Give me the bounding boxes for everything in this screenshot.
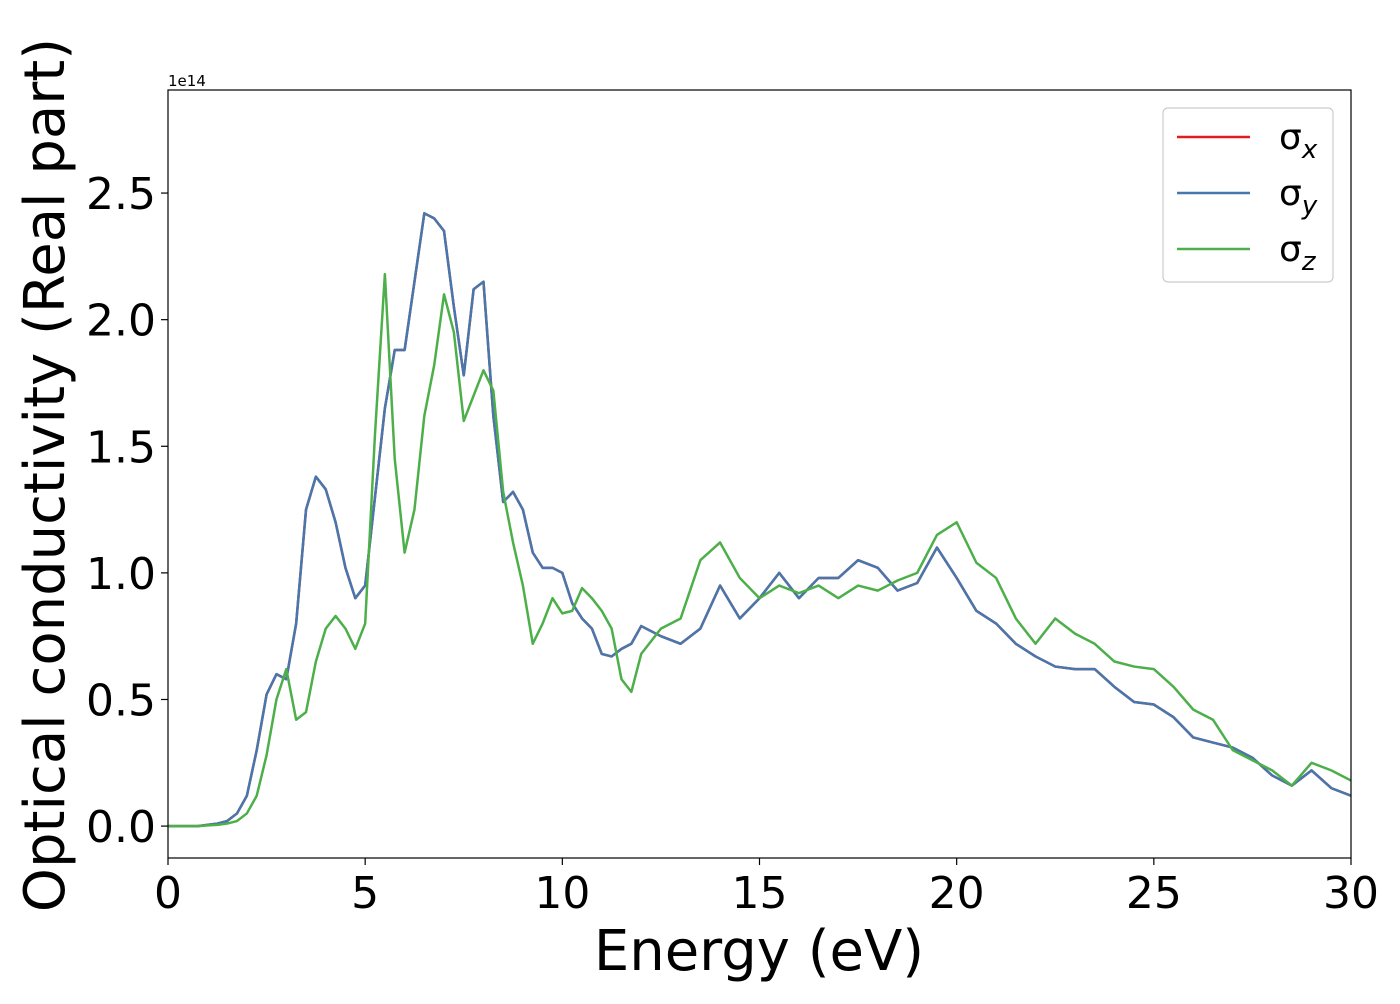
data-line xyxy=(168,212,1351,828)
x-tick-label: 15 xyxy=(732,868,788,919)
x-tick-label: 0 xyxy=(154,868,182,919)
legend-label: σz xyxy=(1279,229,1317,277)
y-tick-label: 1.0 xyxy=(86,549,156,600)
x-tick-label: 20 xyxy=(929,868,985,919)
data-line xyxy=(168,272,1351,828)
legend-label: σy xyxy=(1279,173,1318,221)
y-tick-label: 0.5 xyxy=(86,675,156,726)
offset-label: 1e14 xyxy=(168,72,206,90)
x-axis-label: Energy (eV) xyxy=(594,919,924,984)
x-tick-label: 30 xyxy=(1323,868,1379,919)
y-tick-label: 2.0 xyxy=(86,296,156,347)
y-axis-label: Optical conductivity (Real part) xyxy=(13,38,78,912)
y-tick-label: 0.0 xyxy=(86,802,156,853)
x-tick-label: 10 xyxy=(534,868,590,919)
legend-label: σx xyxy=(1279,117,1318,165)
legend-box xyxy=(1162,107,1334,283)
y-tick-label: 1.5 xyxy=(86,422,156,473)
y-tick-label: 2.5 xyxy=(86,169,156,220)
plot-frame xyxy=(167,89,1352,859)
x-tick-label: 25 xyxy=(1126,868,1182,919)
x-tick-label: 5 xyxy=(351,868,379,919)
